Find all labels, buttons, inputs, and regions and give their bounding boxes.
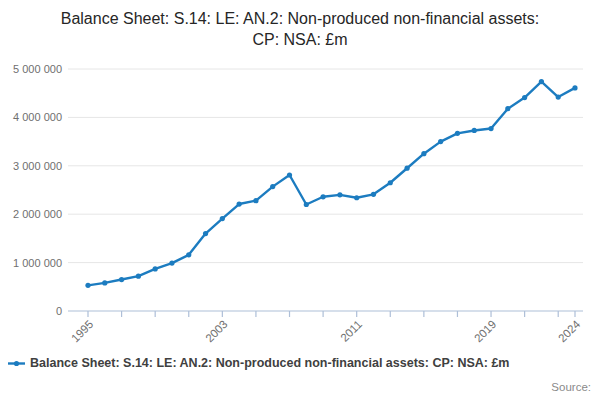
y-axis-tick-label: 1 000 000 bbox=[13, 257, 62, 269]
data-point-marker bbox=[438, 139, 443, 144]
data-point-marker bbox=[136, 274, 141, 279]
data-point-marker bbox=[85, 283, 90, 288]
data-point-marker bbox=[488, 126, 493, 131]
data-point-marker bbox=[253, 198, 258, 203]
y-axis-tick-label: 3 000 000 bbox=[13, 160, 62, 172]
y-axis-tick-label: 2 000 000 bbox=[13, 208, 62, 220]
line-chart: 0 1 000 000 2 000 000 3 000 000 4 000 000 5 0… bbox=[0, 52, 600, 354]
y-axis-tick-label: 0 bbox=[56, 305, 62, 317]
data-point-marker bbox=[169, 260, 174, 265]
chart-legend: Balance Sheet: S.14: LE: AN.2: Non-produ… bbox=[8, 356, 594, 370]
data-point-marker bbox=[102, 280, 107, 285]
legend-label: Balance Sheet: S.14: LE: AN.2: Non-produ… bbox=[30, 356, 509, 370]
x-axis-tick-label: 2019 bbox=[472, 318, 499, 345]
x-axis-tick-label: 2024 bbox=[556, 318, 583, 345]
data-point-marker bbox=[572, 85, 577, 90]
data-point-marker bbox=[287, 172, 292, 177]
legend-line-marker-icon bbox=[8, 359, 25, 368]
data-point-marker bbox=[337, 192, 342, 197]
data-point-marker bbox=[522, 95, 527, 100]
y-axis-tick-label: 5 000 000 bbox=[13, 63, 62, 75]
data-point-marker bbox=[119, 277, 124, 282]
data-point-marker bbox=[371, 192, 376, 197]
data-point-marker bbox=[203, 231, 208, 236]
data-point-marker bbox=[321, 194, 326, 199]
data-point-marker bbox=[472, 128, 477, 133]
y-axis-tick-label: 4 000 000 bbox=[13, 111, 62, 123]
data-point-marker bbox=[220, 216, 225, 221]
data-point-marker bbox=[186, 252, 191, 257]
x-axis-tick-label: 1995 bbox=[69, 318, 96, 345]
data-point-marker bbox=[237, 201, 242, 206]
data-point-marker bbox=[304, 202, 309, 207]
source-label: Source: bbox=[551, 381, 591, 393]
x-axis-tick-label: 2003 bbox=[203, 318, 230, 345]
data-point-marker bbox=[455, 131, 460, 136]
data-point-marker bbox=[404, 166, 409, 171]
data-point-marker bbox=[421, 151, 426, 156]
data-point-marker bbox=[270, 184, 275, 189]
data-point-marker bbox=[388, 180, 393, 185]
x-axis-tick-label: 2011 bbox=[338, 318, 364, 344]
data-point-marker bbox=[354, 195, 359, 200]
data-point-marker bbox=[556, 94, 561, 99]
data-point-marker bbox=[539, 79, 544, 84]
data-point-marker bbox=[505, 106, 510, 111]
page-title: Balance Sheet: S.14: LE: AN.2: Non-produ… bbox=[48, 8, 553, 50]
data-point-marker bbox=[153, 266, 158, 271]
